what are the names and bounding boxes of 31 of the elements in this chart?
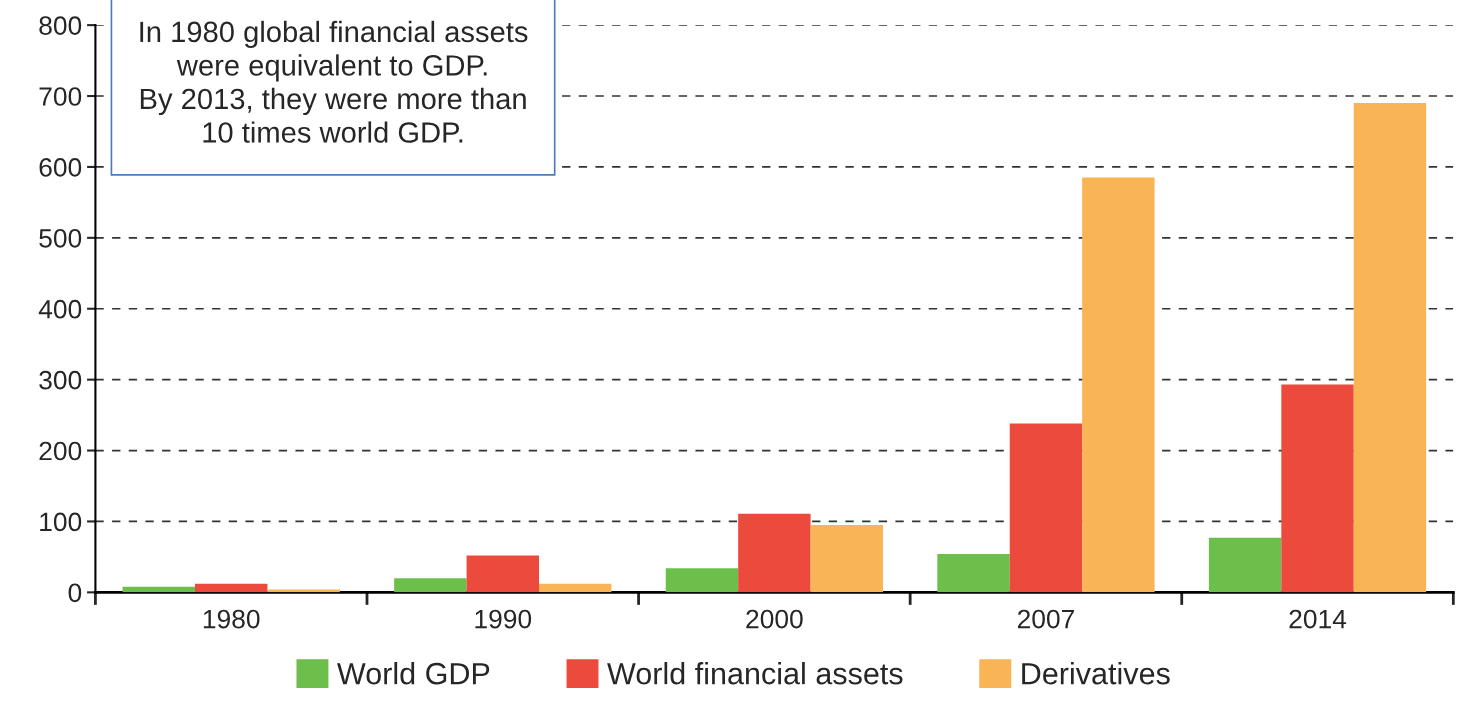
bar (394, 578, 467, 593)
bar (195, 583, 268, 593)
y-tick-label: 600 (39, 158, 82, 177)
bar (1281, 384, 1354, 593)
y-tick-label: 100 (40, 512, 82, 532)
x-tick-label: 1990 (475, 609, 532, 629)
y-tick-label: 0 (68, 583, 82, 603)
x-tick-label: 2014 (1289, 609, 1347, 629)
y-tick-label: 700 (39, 87, 82, 106)
legend-label: Derivatives (1022, 662, 1170, 685)
bar (810, 524, 883, 593)
bar (1082, 177, 1155, 593)
bar (1009, 423, 1083, 593)
x-tick-label: 2000 (746, 609, 803, 629)
y-tick-label: 800 (39, 16, 82, 35)
x-tick-label: 1980 (203, 609, 260, 629)
bar (665, 568, 739, 593)
bar (1353, 103, 1427, 593)
legend-label: World financial assets (607, 662, 903, 685)
bar (539, 583, 612, 593)
annotation: In 1980 global financial assets were equivalent to GDP. By 2013, they were more than 10 times world GDP. (140, 20, 528, 143)
x-tick-label: 2007 (1017, 609, 1074, 629)
bar (1208, 537, 1282, 593)
bar (937, 554, 1010, 593)
legend-label: World GDP (337, 662, 490, 685)
bar (466, 555, 539, 593)
y-tick-label: 200 (39, 441, 82, 461)
bar (738, 513, 811, 593)
y-tick-label: 400 (38, 299, 82, 319)
y-tick-label: 500 (39, 228, 82, 248)
y-tick-label: 300 (39, 370, 82, 390)
